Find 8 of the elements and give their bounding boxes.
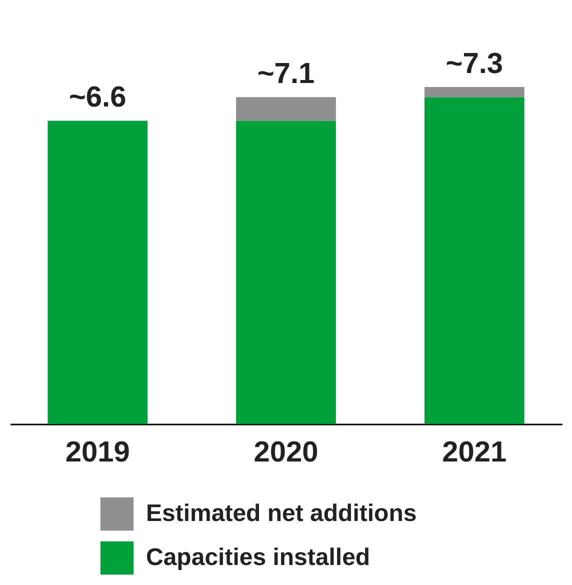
x-tick-label: 2019 xyxy=(65,436,130,468)
annotation: ~6.6 xyxy=(68,82,126,114)
annotation: ~7.3 xyxy=(446,48,504,80)
legend-label: Estimated net additions xyxy=(146,500,417,527)
annotation: ~7.1 xyxy=(257,58,315,90)
x-tick-label: 2020 xyxy=(254,436,318,468)
x-tick-label: 2021 xyxy=(442,436,507,468)
legend-label: Capacities installed xyxy=(146,544,370,571)
